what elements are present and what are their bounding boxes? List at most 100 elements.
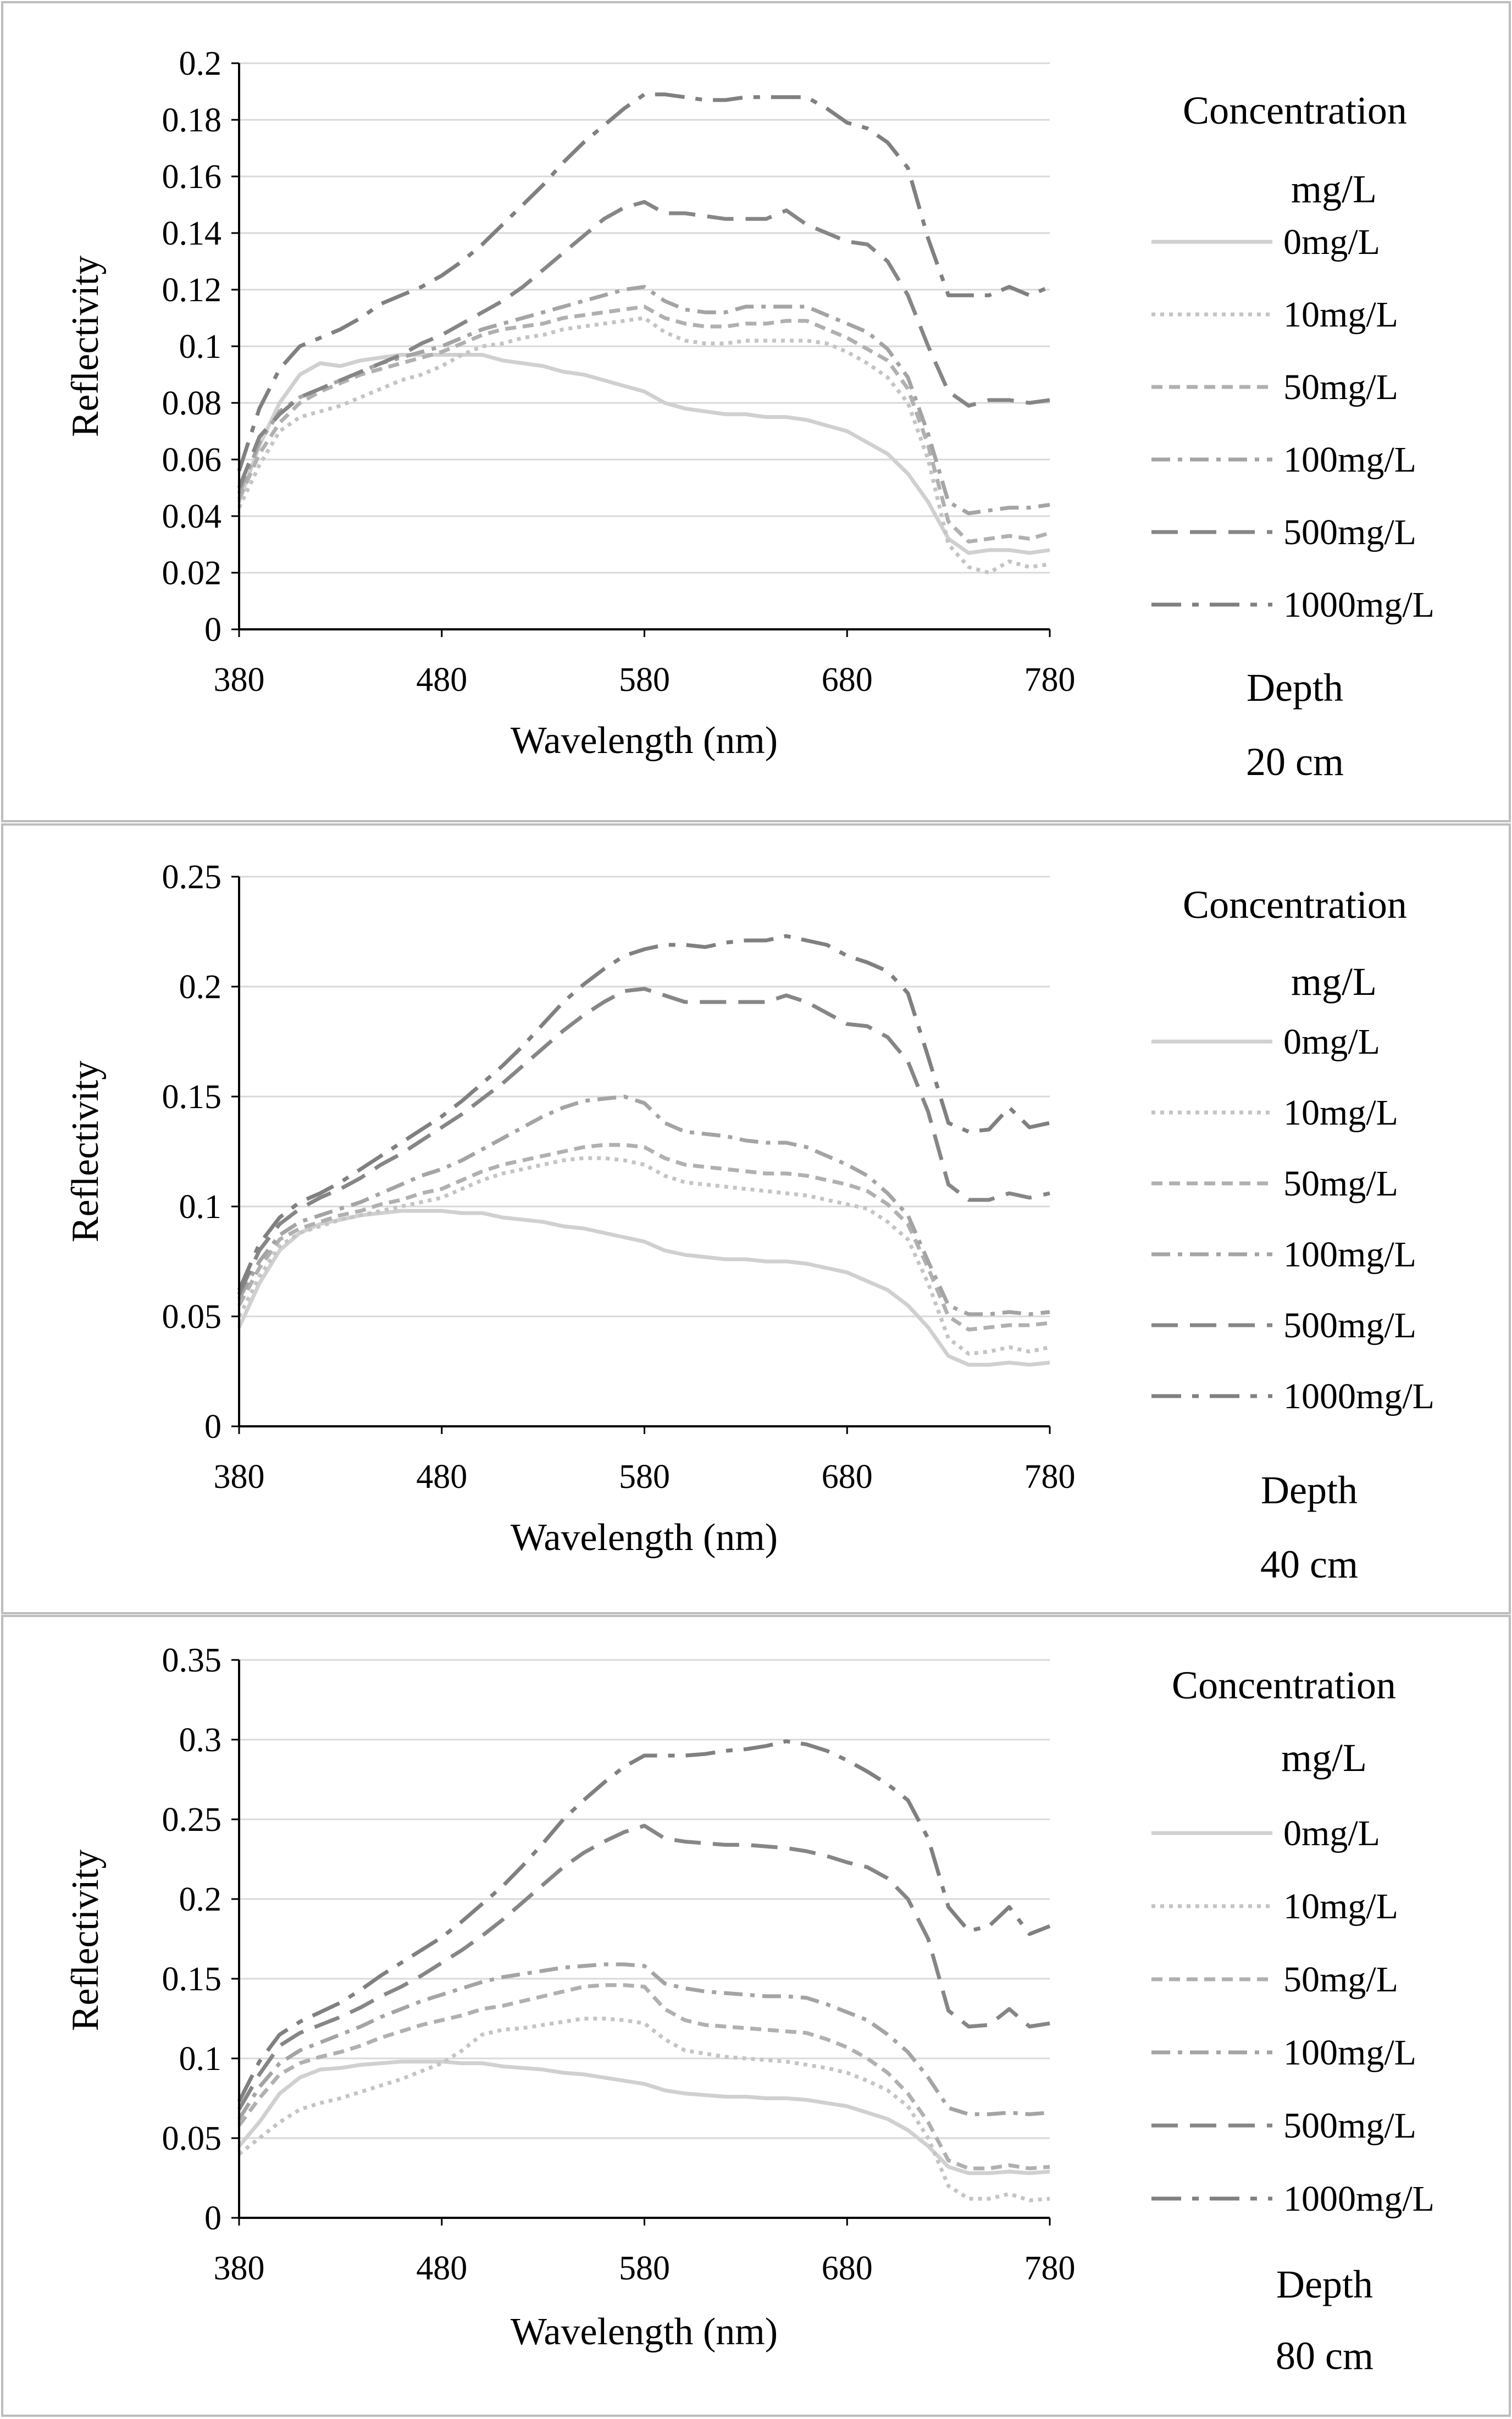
y-axis-title: Reflectivity [64, 1850, 107, 2031]
x-tick-label: 780 [1024, 661, 1076, 699]
y-tick-label: 0.15 [162, 1078, 222, 1116]
y-tick-label: 0.08 [162, 385, 222, 422]
legend-label: 1000mg/L [1283, 1376, 1435, 1416]
x-tick-label: 380 [214, 1458, 265, 1496]
depth-value: 40 cm [1260, 1542, 1358, 1586]
legend-items: 0mg/L 10mg/L 50mg/L 100mg/L 500mg/L 1000mg/L [1151, 1022, 1435, 1416]
legend-label: 1000mg/L [1283, 585, 1435, 625]
panel-frame [1, 823, 1511, 1614]
series-line-0mg-per-l [237, 2060, 1050, 2176]
y-tick-label: 0.15 [162, 1961, 222, 1998]
legend-label: 500mg/L [1283, 512, 1416, 552]
chart-panel-depth-40: 0 0.05 0.1 0.15 0.2 0.25 380 480 580 680 780 Refle… [1, 823, 1511, 1614]
y-tick-label: 0.12 [162, 272, 222, 309]
y-tick-label: 0.1 [179, 1188, 222, 1226]
series-lines [237, 92, 1051, 575]
y-tick-label: 0.05 [162, 2120, 222, 2157]
legend-label: 100mg/L [1283, 440, 1416, 480]
legend-unit: mg/L [1291, 960, 1377, 1004]
legend-label: 100mg/L [1283, 1235, 1416, 1275]
legend-label: 50mg/L [1283, 1959, 1398, 2000]
series-line-1000mg-per-l [237, 934, 1050, 1291]
x-tick-label: 680 [822, 2250, 873, 2287]
series-line-10mg-per-l [237, 2017, 1050, 2202]
x-tick-label: 480 [416, 2250, 467, 2287]
legend-label: 0mg/L [1283, 1022, 1380, 1062]
depth-label: Depth [1247, 666, 1343, 710]
legend: Concentration mg/L 0mg/L 10mg/L 50mg/L 100m… [1151, 1663, 1435, 2378]
legend-title: Concentration [1183, 883, 1407, 927]
y-tick-label: 0.2 [179, 968, 222, 1006]
x-tick-label: 580 [619, 661, 670, 699]
series-line-100mg-per-l [237, 285, 1050, 516]
x-tick-label: 780 [1024, 2250, 1076, 2287]
panel-frame [1, 1, 1511, 822]
series-line-500mg-per-l [237, 200, 1050, 489]
y-tick-label: 0.35 [162, 1642, 222, 1679]
x-axis-title: Wavelength (nm) [511, 719, 778, 762]
depth-label: Depth [1276, 2262, 1373, 2306]
depth-value: 20 cm [1246, 740, 1344, 784]
x-axis-title: Wavelength (nm) [511, 1516, 778, 1559]
series-line-1000mg-per-l [237, 1739, 1051, 2102]
legend: Concentration mg/L 0mg/L 10mg/L 50mg/L 100m… [1151, 883, 1435, 1586]
x-tick-label: 380 [214, 661, 265, 699]
series-lines [237, 1739, 1051, 2202]
series-line-1000mg-per-l [237, 92, 1051, 472]
legend-label: 10mg/L [1283, 1093, 1398, 1133]
depth-value: 80 cm [1276, 2334, 1373, 2378]
y-axis-title: Reflectivity [64, 256, 107, 437]
legend-unit: mg/L [1281, 1736, 1367, 1780]
gridlines [239, 62, 1050, 574]
series-line-0mg-per-l [237, 1209, 1050, 1367]
y-tick-label: 0.25 [162, 1801, 222, 1839]
y-tick-label: 0 [204, 611, 221, 649]
axis-ticks: 0 0.05 0.1 0.15 0.2 0.25 380 480 580 680 780 [162, 859, 1076, 1496]
series-line-100mg-per-l [237, 1094, 1050, 1316]
gridlines [239, 876, 1050, 1318]
legend: Concentration mg/L 0mg/L 10mg/L 50mg/L 100m… [1151, 88, 1435, 784]
y-tick-label: 0.16 [162, 158, 222, 196]
x-tick-label: 780 [1024, 1458, 1076, 1496]
legend-label: 50mg/L [1283, 1164, 1398, 1204]
series-line-500mg-per-l [237, 987, 1050, 1296]
depth-label: Depth [1261, 1468, 1358, 1512]
y-tick-label: 0.2 [179, 45, 222, 82]
y-tick-label: 0.25 [162, 859, 222, 896]
x-tick-label: 580 [619, 2250, 670, 2287]
legend-label: 50mg/L [1283, 367, 1398, 407]
panel-frame [1, 1615, 1511, 2417]
legend-label: 1000mg/L [1283, 2179, 1435, 2219]
x-tick-label: 380 [214, 2250, 265, 2287]
legend-unit: mg/L [1291, 167, 1377, 211]
legend-label: 0mg/L [1283, 222, 1380, 262]
y-tick-label: 0.06 [162, 441, 222, 479]
y-tick-label: 0 [204, 1408, 221, 1446]
legend-label: 10mg/L [1283, 295, 1398, 335]
legend-label: 0mg/L [1283, 1813, 1380, 1853]
series-line-50mg-per-l [237, 1143, 1050, 1332]
series-line-50mg-per-l [237, 1983, 1050, 2171]
chart-panel-depth-20: 0 0.02 0.04 0.06 0.08 0.1 0.12 0.14 0.16 0.18 0.2 3… [1, 1, 1511, 822]
y-tick-label: 0.3 [179, 1721, 222, 1759]
series-line-10mg-per-l [237, 316, 1050, 575]
legend-label: 100mg/L [1283, 2033, 1416, 2073]
y-tick-label: 0.02 [162, 555, 222, 592]
y-tick-label: 0 [204, 2200, 221, 2237]
legend-label: 10mg/L [1283, 1886, 1398, 1927]
x-tick-label: 580 [619, 1458, 670, 1496]
legend-label: 500mg/L [1283, 2106, 1416, 2146]
axis-ticks: 0 0.05 0.1 0.15 0.2 0.25 0.3 0.35 380 480 580 680 78… [162, 1642, 1076, 2287]
series-line-500mg-per-l [237, 1824, 1050, 2111]
y-tick-label: 0.18 [162, 102, 222, 139]
series-line-100mg-per-l [237, 1962, 1050, 2121]
y-tick-label: 0.1 [179, 2040, 222, 2078]
series-line-0mg-per-l [237, 353, 1050, 555]
y-tick-label: 0.04 [162, 498, 222, 535]
x-tick-label: 480 [416, 1458, 467, 1496]
x-tick-label: 680 [822, 1458, 873, 1496]
y-tick-label: 0.14 [162, 215, 222, 252]
y-tick-label: 0.1 [179, 328, 222, 366]
y-axis-title: Reflectivity [64, 1061, 107, 1242]
